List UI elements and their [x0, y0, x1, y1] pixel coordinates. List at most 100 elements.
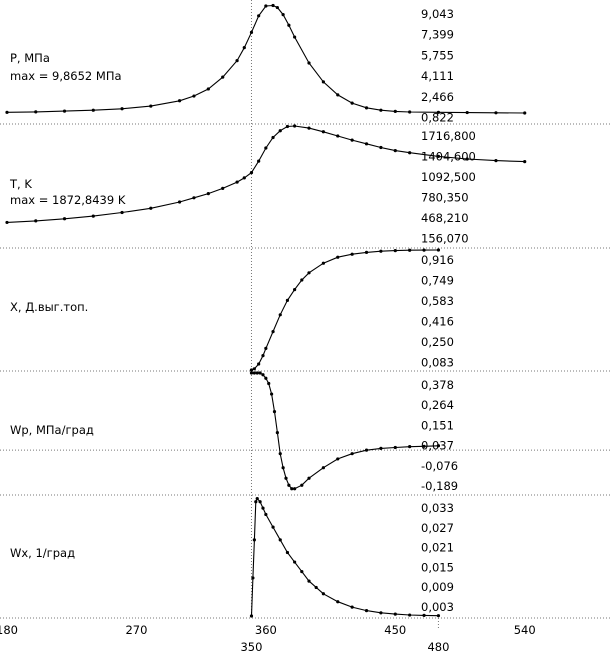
- data-point: [321, 466, 325, 470]
- data-point: [271, 525, 275, 529]
- y-tick-label: 2,466: [421, 90, 454, 104]
- data-point: [350, 605, 354, 609]
- data-point: [300, 569, 304, 574]
- data-point: [422, 248, 426, 252]
- data-point: [271, 3, 275, 8]
- data-point: [278, 452, 282, 456]
- data-point: [252, 367, 256, 371]
- data-point: [350, 252, 354, 256]
- data-point: [261, 506, 265, 510]
- x-tick-label: 180: [0, 623, 18, 637]
- series-line-pressure: [6, 4, 525, 114]
- data-point: [379, 145, 383, 150]
- data-point: [287, 483, 291, 487]
- y-tick-label: 4,111: [421, 69, 454, 83]
- data-point: [177, 200, 182, 204]
- y-tick-label: 0,151: [421, 418, 454, 432]
- data-point: [393, 109, 397, 113]
- y-tick-label: 0,916: [421, 253, 454, 267]
- data-point: [271, 330, 275, 334]
- data-point: [278, 538, 282, 542]
- data-point: [287, 23, 291, 27]
- data-point: [264, 4, 268, 8]
- data-point: [293, 124, 297, 128]
- x-tick-label: 350: [240, 640, 262, 654]
- y-tick-label: 1092,500: [421, 170, 476, 184]
- data-point: [523, 111, 527, 115]
- panel-pressure-rate: Wp, МПа/град0,3780,2640,1510,037-0,076-0…: [10, 371, 458, 493]
- data-point: [523, 160, 527, 164]
- data-point: [264, 512, 268, 517]
- data-point: [307, 476, 311, 480]
- data-point: [284, 476, 288, 480]
- data-point: [242, 46, 246, 50]
- y-tick-label: 0,749: [421, 274, 454, 288]
- panel-label-pressure: P, МПа: [10, 51, 50, 65]
- data-point: [465, 157, 469, 161]
- data-point: [192, 196, 196, 200]
- y-tick-label: -0,076: [421, 459, 458, 473]
- data-point: [271, 135, 275, 140]
- panel-max-label-pressure: max = 9,8652 МПа: [10, 69, 122, 83]
- data-point: [251, 576, 255, 580]
- data-point: [321, 592, 325, 596]
- panel-label-temperature: T, K: [9, 177, 32, 191]
- data-point: [120, 107, 124, 111]
- data-point: [252, 371, 256, 375]
- y-tick-label: 0,033: [421, 501, 454, 515]
- data-point: [255, 371, 259, 375]
- data-point: [257, 362, 261, 366]
- data-point: [350, 452, 354, 456]
- data-point: [192, 94, 196, 98]
- y-tick-label: 156,070: [421, 232, 469, 246]
- data-point: [206, 192, 210, 196]
- data-point: [307, 271, 311, 275]
- data-point: [379, 249, 383, 253]
- panel-label-burn-rate: Wx, 1/град: [10, 546, 75, 560]
- data-point: [264, 146, 268, 150]
- data-point: [249, 371, 254, 375]
- data-point: [285, 124, 290, 129]
- data-point: [281, 13, 285, 17]
- data-point: [379, 611, 383, 615]
- data-point: [379, 446, 383, 451]
- data-point: [285, 298, 290, 302]
- panel-pressure: P, МПа max = 9,8652 МПа 9,043 7,399 5,755 4,1…: [5, 3, 527, 125]
- data-point: [91, 214, 95, 218]
- data-point: [290, 487, 294, 491]
- data-point: [258, 500, 262, 504]
- data-point: [267, 381, 271, 386]
- x-tick-label: 540: [514, 623, 536, 637]
- y-tick-label: 0,027: [421, 521, 454, 535]
- data-point: [235, 180, 239, 184]
- data-point: [264, 346, 268, 350]
- data-point: [422, 613, 426, 617]
- y-tick-label: 0,015: [421, 560, 454, 574]
- data-point: [293, 288, 297, 292]
- data-point: [408, 248, 412, 252]
- data-point: [364, 250, 369, 254]
- data-point: [393, 249, 397, 253]
- data-point: [336, 93, 340, 97]
- data-point: [62, 217, 67, 221]
- data-point: [278, 313, 282, 317]
- data-point: [300, 278, 304, 282]
- data-point: [393, 445, 397, 450]
- data-point: [5, 220, 9, 225]
- data-point: [149, 206, 153, 210]
- data-point: [300, 483, 304, 487]
- data-point: [254, 500, 258, 504]
- data-point: [278, 129, 282, 133]
- data-point: [249, 30, 254, 34]
- data-point: [379, 108, 383, 112]
- x-tick-label: 450: [384, 623, 406, 637]
- data-point: [336, 255, 340, 259]
- data-point: [364, 609, 369, 613]
- data-point: [275, 431, 279, 435]
- panel-temperature: T, K max = 1872,8439 K 1716,800 1404,600 109…: [5, 124, 527, 246]
- data-point: [206, 87, 210, 91]
- y-tick-label: 1716,800: [421, 129, 476, 143]
- y-tick-label: 780,350: [421, 191, 469, 205]
